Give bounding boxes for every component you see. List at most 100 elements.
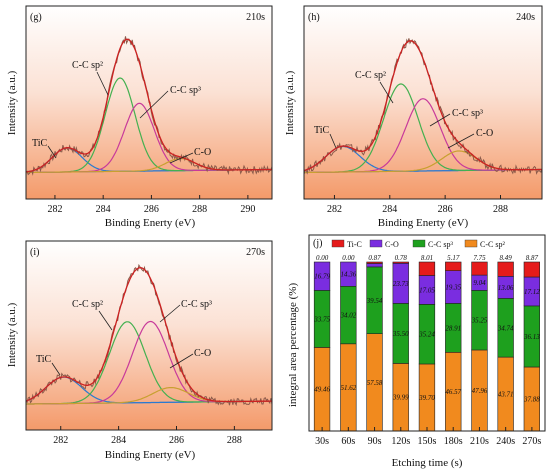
bar-tic-120s <box>392 261 409 264</box>
panel-j-tick-label: 120s <box>391 436 410 447</box>
legend-label-2: C-C sp³ <box>428 240 453 249</box>
panel-j-tick-label: 210s <box>470 436 489 447</box>
panel-i-ylabel: Intensity (a.u.) <box>6 302 18 367</box>
panel-h: 282 284 286 288 (h) 240s Binding Enerty (eV… <box>284 5 543 229</box>
panel-i-tic-leader <box>51 362 61 376</box>
panel-i: 282 284 286 288 (i) 270s Binding Enerty (eV… <box>6 240 273 461</box>
bar-tic-210s <box>471 261 488 276</box>
panel-i-curves <box>25 263 273 407</box>
panel-g-tick-label: 282 <box>47 204 62 215</box>
panel-g-tick-label: 284 <box>96 204 111 215</box>
bar-label-tic-210s: 7.75 <box>473 254 486 262</box>
bar-label-sp3-150s: 35.24 <box>418 331 435 339</box>
panel-g-tic-leader <box>47 145 57 159</box>
bar-label-co-210s: 9.04 <box>473 279 486 287</box>
panel-h-ticks: 282 284 286 288 <box>327 195 508 215</box>
panel-i-frame <box>25 240 273 431</box>
bar-label-sp3-210s: 35.25 <box>471 317 488 325</box>
bar-label-co-30s: 16.79 <box>314 273 330 281</box>
legend-label-3: C-C sp² <box>480 240 505 249</box>
bar-label-co-120s: 23.73 <box>393 280 409 288</box>
bar-label-tic-180s: 5.17 <box>447 254 460 262</box>
bar-label-sp2-120s: 39.99 <box>392 394 409 402</box>
panel-i-tic-label: TiC <box>36 354 52 365</box>
panel-g-co-leader <box>169 152 194 164</box>
bar-co-30s <box>313 261 331 291</box>
panel-j-tick-label: 270s <box>522 436 541 447</box>
panel-i-co-leader <box>169 353 194 369</box>
panel-j-tick-label: 60s <box>341 436 355 447</box>
panel-i-tick-label: 288 <box>227 435 242 446</box>
bar-label-sp2-240s: 43.71 <box>498 391 514 399</box>
panel-i-envelope <box>25 267 272 403</box>
bar-label-sp3-270s: 36.13 <box>523 333 540 341</box>
panel-h-co-leader <box>447 133 475 149</box>
panel-h-sp2-leader <box>379 81 394 104</box>
panel-g-label: (g) <box>30 12 42 23</box>
bar-label-sp3-90s: 39.54 <box>366 297 383 305</box>
panel-g-ticks: 282 284 286 288 290 <box>47 195 255 215</box>
panel-i-tick-label: 286 <box>169 435 184 446</box>
panel-g-envelope <box>25 38 272 173</box>
bar-tic-180s <box>445 261 462 271</box>
bar-tic-240s <box>497 261 514 277</box>
panel-h-tick-label: 288 <box>493 204 508 215</box>
panel-j-xlabel: Etching time (s) <box>392 457 463 469</box>
panel-g-ylabel: Intensity (a.u.) <box>6 70 18 135</box>
panel-j-legend: Ti-C C-O C-C sp³ C-C sp² <box>331 239 505 249</box>
panel-j-tick-label: 240s <box>496 436 515 447</box>
panel-j-tick-label: 180s <box>444 436 463 447</box>
panel-g-tick-label: 288 <box>192 204 207 215</box>
bar-label-tic-30s: 0.00 <box>316 254 329 262</box>
bar-label-sp3-240s: 34.74 <box>497 324 514 332</box>
panel-h-tick-label: 282 <box>327 204 342 215</box>
panel-h-xlabel: Binding Enerty (eV) <box>378 217 469 229</box>
panel-g-time: 210s <box>246 12 265 23</box>
bar-co-60s <box>340 261 357 287</box>
panel-h-tick-label: 284 <box>382 204 397 215</box>
panel-h-label: (h) <box>308 12 320 23</box>
bar-tic-270s <box>523 261 540 278</box>
panel-h-curves <box>303 38 543 175</box>
panel-g: 282 284 286 288 290 (g) 210s Binding Enerty … <box>6 5 273 229</box>
bar-label-sp2-150s: 39.70 <box>418 394 435 402</box>
bar-label-tic-270s: 8.87 <box>526 254 539 262</box>
bar-label-co-180s: 19.35 <box>445 284 461 292</box>
bar-co-90s <box>366 263 383 268</box>
panel-i-sp2-label: C-C sp² <box>72 299 103 310</box>
bar-label-sp2-30s: 49.46 <box>314 386 330 394</box>
panel-j-tick-label: 150s <box>418 436 437 447</box>
bar-tic-90s <box>366 261 383 264</box>
panel-h-frame <box>303 5 543 200</box>
bar-label-sp3-60s: 34.02 <box>339 312 356 320</box>
bar-label-sp3-30s: 33.75 <box>313 315 330 323</box>
legend-swatch-3 <box>464 239 478 248</box>
panel-i-plot-bg <box>26 241 272 430</box>
legend-label-1: C-O <box>385 240 399 249</box>
panel-h-sp3-leader <box>429 113 451 127</box>
panel-j-bars: 49.46 33.75 16.79 0.00 51.62 34.02 14.36 0.00 57… <box>313 254 540 432</box>
bar-label-sp3-180s: 28.91 <box>445 324 461 332</box>
panel-h-envelope <box>303 40 542 172</box>
bar-label-tic-150s: 8.01 <box>421 254 433 262</box>
panel-i-tick-label: 282 <box>53 435 68 446</box>
panel-i-time: 270s <box>246 247 265 258</box>
panel-h-time: 240s <box>516 12 535 23</box>
panel-j-tick-label: 90s <box>368 436 382 447</box>
panel-h-sp2-label: C-C sp² <box>355 70 386 81</box>
panel-g-sp3-leader <box>139 90 169 119</box>
panel-h-tic-leader <box>329 133 337 149</box>
panel-g-tic-label: TiC <box>32 138 48 149</box>
panel-j: 49.46 33.75 16.79 0.00 51.62 34.02 14.36 0.00 57… <box>287 234 546 469</box>
panel-j-ticks: 30s 60s 90s 120s 150s 180s 210s 240s 270s <box>315 427 541 447</box>
legend-swatch-2 <box>412 239 426 248</box>
legend-swatch-1 <box>369 239 383 248</box>
panel-g-curves <box>25 36 273 176</box>
bar-tic-150s <box>418 261 436 276</box>
panel-g-sp3-label: C-C sp³ <box>170 85 201 96</box>
panel-j-label: (j) <box>313 238 322 249</box>
panel-i-label: (i) <box>30 247 39 258</box>
panel-h-tick-label: 286 <box>438 204 453 215</box>
bar-label-sp2-180s: 46.57 <box>445 388 461 396</box>
panel-i-ticks: 282 284 286 288 <box>53 426 242 446</box>
